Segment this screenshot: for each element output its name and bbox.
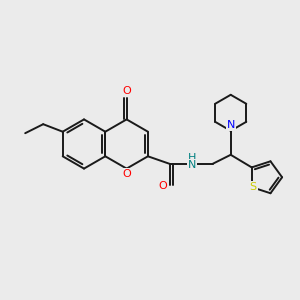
Text: O: O xyxy=(122,169,131,179)
Text: S: S xyxy=(250,182,257,192)
Text: N: N xyxy=(188,160,196,170)
Text: N: N xyxy=(226,120,235,130)
Text: O: O xyxy=(122,86,131,96)
Text: O: O xyxy=(158,181,167,191)
Text: H: H xyxy=(188,153,196,163)
